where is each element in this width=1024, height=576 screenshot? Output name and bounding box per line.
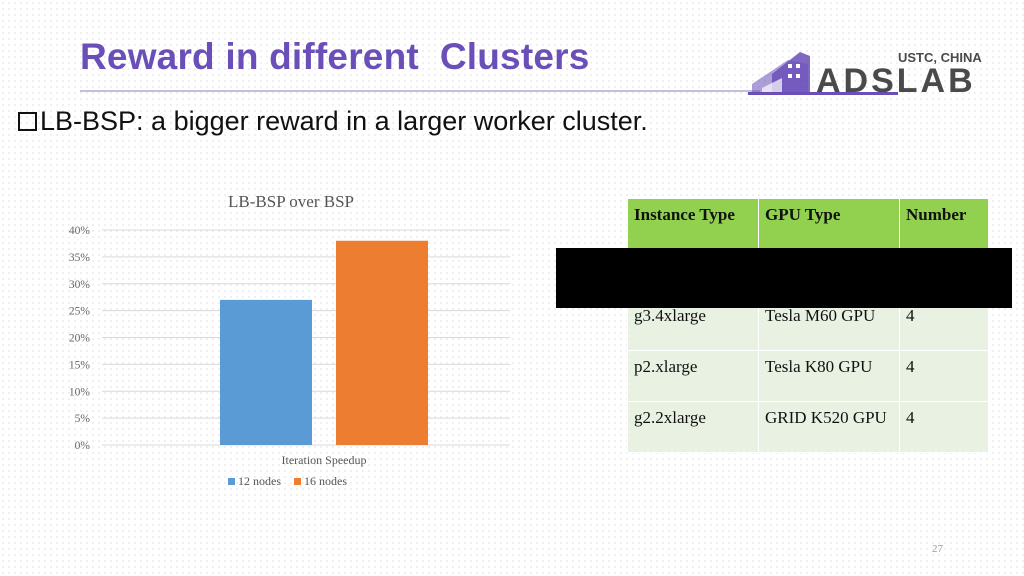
table-row: g2.2xlarge GRID K520 GPU 4	[627, 401, 989, 453]
bar-12-nodes	[220, 299, 312, 445]
building-icon	[748, 52, 898, 95]
y-tick-label: 35%	[69, 252, 91, 264]
title-underline	[80, 90, 760, 92]
table-cell: p2.xlarge	[627, 350, 759, 402]
y-tick-label: 25%	[69, 306, 91, 318]
legend-swatch	[228, 478, 235, 485]
logo-line2: ADSLAB	[816, 62, 976, 100]
y-tick-label: 40%	[69, 225, 91, 237]
y-tick-label: 20%	[69, 333, 91, 345]
chart-title: LB-BSP over BSP	[228, 192, 354, 211]
logo-line1: USTC, CHINA	[898, 50, 982, 65]
y-tick-label: 10%	[69, 386, 91, 398]
redaction-box	[556, 248, 1012, 308]
header-gpu-type: GPU Type	[758, 198, 900, 249]
bar-chart: LB-BSP over BSP 0% 5% 10% 15% 20% 25% 30% 35% 40%…	[69, 192, 510, 488]
legend-label: 16 nodes	[304, 474, 347, 488]
legend-label: 12 nodes	[238, 474, 281, 488]
legend-swatch	[294, 478, 301, 485]
header-number: Number	[899, 198, 989, 249]
slide-title: Reward in different Clusters	[80, 36, 590, 77]
y-tick-label: 30%	[69, 279, 91, 291]
table-header-row: Instance Type GPU Type Number	[627, 198, 989, 249]
page-number: 27	[932, 543, 943, 555]
bullet-text: LB-BSP: a bigger reward in a larger work…	[40, 106, 648, 136]
adslab-logo: USTC, CHINA ADSLAB	[748, 50, 982, 100]
header-instance-type: Instance Type	[627, 198, 759, 249]
table-cell: 4	[899, 350, 989, 402]
y-tick-label: 5%	[75, 413, 91, 425]
y-tick-label: 0%	[75, 440, 91, 452]
checkbox-bullet-icon	[18, 112, 37, 131]
bar-16-nodes	[336, 240, 428, 445]
instance-table: Instance Type GPU Type Number g3.4xlarge…	[627, 198, 989, 453]
table-cell: GRID K520 GPU	[758, 401, 900, 453]
x-category-label: Iteration Speedup	[282, 453, 367, 467]
y-tick-label: 15%	[69, 359, 91, 371]
table-cell: Tesla K80 GPU	[758, 350, 900, 402]
bullet-point: LB-BSP: a bigger reward in a larger work…	[18, 106, 648, 137]
table-cell: 4	[899, 401, 989, 453]
table-cell: g2.2xlarge	[627, 401, 759, 453]
table-row: p2.xlarge Tesla K80 GPU 4	[627, 350, 989, 402]
